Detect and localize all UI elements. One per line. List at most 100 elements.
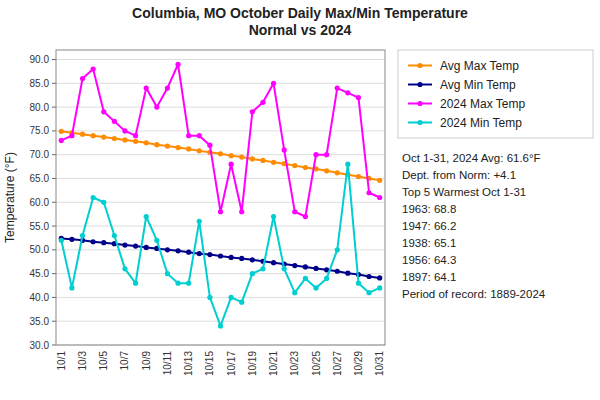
chart: Columbia, MO October Daily Max/Min Tempe… (0, 0, 600, 400)
point (356, 174, 361, 179)
point (122, 242, 127, 247)
y-tick-label: 65.0 (30, 173, 50, 184)
point (101, 134, 106, 139)
legend-label: Avg Min Temp (440, 78, 516, 92)
x-tick-label: 10/1 (56, 351, 67, 371)
point (303, 165, 308, 170)
point (229, 153, 234, 158)
point (218, 151, 223, 156)
annotation: Top 5 Warmest Oct 1-31 (402, 186, 526, 198)
y-tick-label: 70.0 (30, 149, 50, 160)
legend-marker (417, 82, 422, 87)
point (165, 247, 170, 252)
point (218, 323, 223, 328)
point (324, 168, 329, 173)
point (282, 147, 287, 152)
point (175, 248, 180, 253)
x-tick-label: 10/31 (374, 351, 385, 376)
point (250, 257, 255, 262)
y-tick-label: 85.0 (30, 78, 50, 89)
point (101, 109, 106, 114)
point (377, 285, 382, 290)
point (122, 128, 127, 133)
point (229, 295, 234, 300)
point (154, 142, 159, 147)
x-tick-label: 10/29 (353, 351, 364, 376)
series-line (61, 64, 379, 216)
point (186, 250, 191, 255)
point (80, 132, 85, 137)
point (186, 281, 191, 286)
point (218, 253, 223, 258)
y-tick (52, 107, 56, 108)
point (112, 119, 117, 124)
y-tick (52, 59, 56, 60)
point (197, 219, 202, 224)
y-tick (52, 154, 56, 155)
x-tick-label: 10/19 (247, 351, 258, 376)
point (165, 271, 170, 276)
x-tick-label: 10/9 (141, 351, 152, 371)
x-tick-label: 10/23 (289, 351, 300, 376)
y-tick-label: 30.0 (30, 340, 50, 351)
point (91, 195, 96, 200)
point (229, 255, 234, 260)
point (324, 276, 329, 281)
series-line (61, 238, 379, 277)
point (239, 209, 244, 214)
y-tick (52, 249, 56, 250)
point (133, 133, 138, 138)
y-tick (52, 130, 56, 131)
point (366, 290, 371, 295)
series-line (61, 164, 379, 326)
point (292, 290, 297, 295)
point (250, 271, 255, 276)
point (112, 136, 117, 141)
annotation: Period of record: 1889-2024 (402, 288, 546, 300)
annotation: Dept. from Norm: +4.1 (402, 169, 516, 181)
grid-line (56, 297, 385, 298)
point (144, 140, 149, 145)
point (59, 138, 64, 143)
x-tick-label: 10/11 (162, 351, 173, 376)
point (122, 137, 127, 142)
title-line: Columbia, MO October Daily Max/Min Tempe… (132, 5, 468, 21)
point (80, 233, 85, 238)
grid-line (56, 107, 385, 108)
legend-marker (417, 120, 422, 125)
plot-area (59, 62, 383, 329)
point (366, 190, 371, 195)
title: Columbia, MO October Daily Max/Min Tempe… (132, 5, 468, 38)
x-tick-label: 10/3 (77, 351, 88, 371)
point (324, 152, 329, 157)
point (133, 139, 138, 144)
legend-marker (417, 63, 422, 68)
point (101, 200, 106, 205)
point (239, 256, 244, 261)
point (271, 260, 276, 265)
point (229, 162, 234, 167)
point (356, 95, 361, 100)
point (186, 146, 191, 151)
point (144, 214, 149, 219)
point (313, 285, 318, 290)
grid-line (56, 83, 385, 84)
point (303, 214, 308, 219)
point (91, 239, 96, 244)
series-line (61, 131, 379, 180)
point (69, 133, 74, 138)
legend-label: Avg Max Temp (440, 59, 519, 73)
y-tick (52, 345, 56, 346)
x-tick-label: 10/25 (311, 351, 322, 376)
point (260, 266, 265, 271)
point (260, 100, 265, 105)
annotation: 1956: 64.3 (402, 254, 456, 266)
y-tick-label: 45.0 (30, 268, 50, 279)
point (335, 247, 340, 252)
legend-marker (417, 101, 422, 106)
point (377, 195, 382, 200)
legend: Avg Max TempAvg Min Temp2024 Max Temp202… (398, 50, 593, 138)
grid-line (56, 59, 385, 60)
point (197, 148, 202, 153)
x-tick-label: 10/13 (183, 351, 194, 376)
